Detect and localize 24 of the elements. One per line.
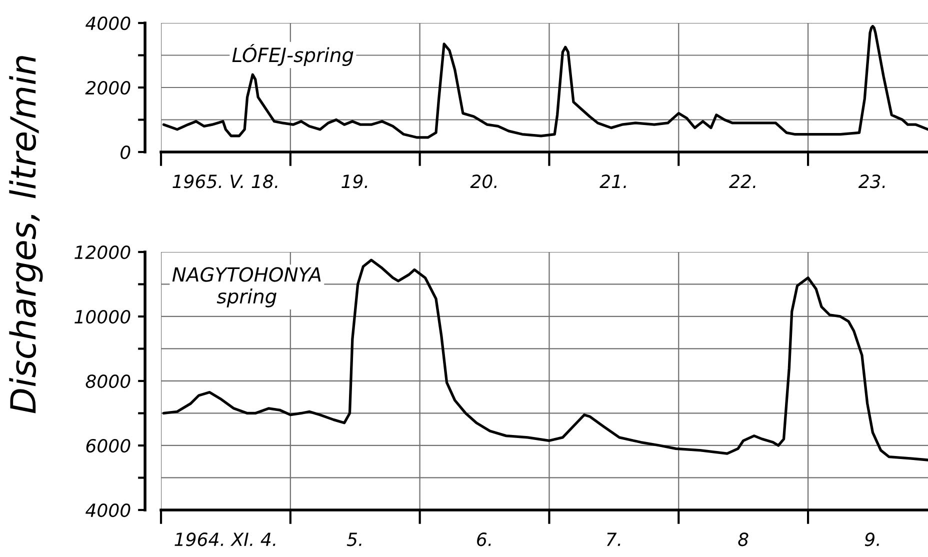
x-tick-label: 19.: [342, 174, 368, 188]
x-tick-label: 5.: [346, 532, 362, 546]
y-axis-title: Discharges, litre/min: [9, 56, 43, 414]
x-tick-label: 22.: [729, 174, 756, 188]
y-tick-label: 0: [120, 145, 130, 160]
x-tick-label: 7.: [606, 532, 620, 546]
text: NAGYTOHONYA spring: [172, 267, 321, 308]
text: LÓFEJ-spring: [232, 44, 354, 66]
y-tick-label: 12000: [74, 245, 130, 260]
x-tick-label: 6.: [477, 532, 491, 546]
x-tick-label: 9.: [864, 532, 879, 546]
x-tick-label: 1964. XI. 4.: [174, 532, 276, 546]
y-tick-label: 2000: [85, 80, 130, 95]
x-tick-label: 23.: [858, 174, 885, 188]
y-tick-label: 8000: [86, 374, 130, 388]
x-tick-label: 1965. V. 18.: [172, 174, 278, 188]
x-tick-label: 21.: [600, 174, 626, 188]
y-tick-label: 4000: [86, 16, 130, 30]
line-series: [162, 258, 928, 462]
x-tick-label: 8: [738, 532, 748, 546]
y-tick-label: 10000: [74, 310, 130, 324]
x-tick-label: 20.: [470, 174, 496, 188]
y-tick-label: 6000: [86, 438, 130, 453]
y-tick-label: 4000: [86, 503, 130, 518]
